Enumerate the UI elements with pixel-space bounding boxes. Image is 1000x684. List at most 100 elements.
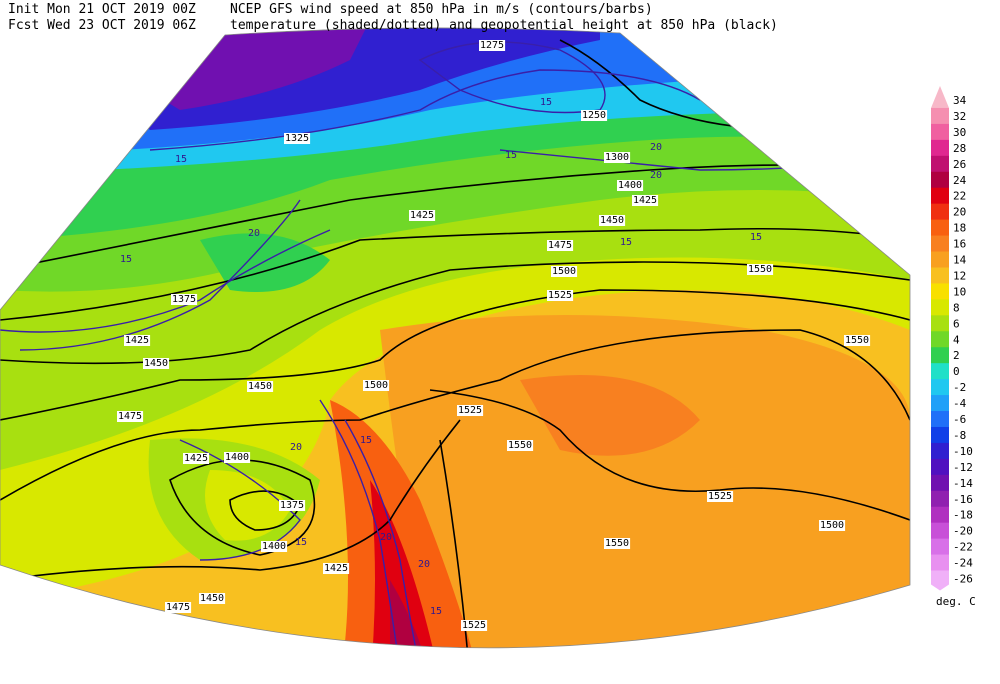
height-label: 1550 [605,538,629,549]
colorbar-label: -18 [953,509,973,522]
colorbar-label: 32 [953,110,966,123]
colorbar-swatch [931,139,949,157]
label-bg [457,405,484,416]
colorbar-label: 8 [953,301,960,314]
label-bg [479,40,506,51]
wind-label: 20 [650,142,662,153]
colorbar-label: 16 [953,238,966,251]
colorbar-label: -10 [953,445,973,458]
height-label: 1525 [548,290,572,301]
colorbar-swatch [931,554,949,572]
colorbar-label: 28 [953,142,966,155]
height-label: 1475 [166,602,190,613]
label-bg [461,620,488,631]
colorbar-swatch [931,506,949,524]
wind-label: 15 [750,232,762,243]
height-label: 1450 [600,215,624,226]
colorbar-label: 34 [953,94,967,107]
colorbar-swatch [931,379,949,396]
height-label: 1550 [508,440,532,451]
colorbar-arrow [931,570,949,591]
height-label: 1500 [364,380,388,391]
colorbar-swatch [931,187,949,205]
height-label: 1500 [820,520,844,531]
height-label: 1300 [605,152,629,163]
colorbar-swatch [931,315,949,332]
height-label: 1250 [582,110,606,121]
label-bg [143,358,170,369]
colorbar-swatch [931,331,949,348]
height-label: 1400 [262,541,286,552]
wind-label: 15 [360,435,372,446]
colorbar-swatch [931,283,949,300]
height-label: 1425 [410,210,434,221]
height-label: 1500 [552,266,576,277]
wind-label: 20 [290,442,302,453]
colorbar-swatch [931,395,949,412]
height-label: 1550 [845,335,869,346]
height-label: 1400 [225,452,249,463]
title-line-2: temperature (shaded/dotted) and geopoten… [230,18,778,33]
title-line-1: NCEP GFS wind speed at 850 hPa in m/s (c… [230,2,653,17]
height-label: 1425 [184,453,208,464]
height-label: 1425 [125,335,149,346]
label-bg [124,335,151,346]
wind-label: 15 [540,97,552,108]
wind-label: 15 [175,154,187,165]
label-bg [551,266,578,277]
colorbar-label: 20 [953,206,966,219]
colorbar-swatch [931,299,949,316]
height-label: 1475 [118,411,142,422]
label-bg [261,541,288,552]
label-bg [117,411,144,422]
height-label: 1525 [462,620,486,631]
height-label: 1425 [324,563,348,574]
colorbar-label: -6 [953,413,966,426]
height-label: 1450 [200,593,224,604]
label-bg [199,593,226,604]
wind-label: 15 [120,254,132,265]
label-bg [747,264,774,275]
height-label: 1450 [144,358,168,369]
colorbar-swatch [931,363,949,380]
colorbar-swatch [931,107,949,125]
wind-label: 15 [295,537,307,548]
label-bg [707,491,734,502]
colorbar-label: 14 [953,254,967,267]
colorbar-swatch [931,458,949,476]
colorbar-label: -24 [953,557,973,570]
colorbar-label: 12 [953,269,966,282]
label-bg [284,133,311,144]
colorbar-label: 18 [953,222,966,235]
colorbar-swatch [931,267,949,284]
height-label: 1325 [285,133,309,144]
wind-label: 15 [620,237,632,248]
height-label: 1525 [458,405,482,416]
label-bg [547,240,574,251]
label-bg [604,152,631,163]
colorbar-swatch [931,347,949,364]
colorbar-swatch [931,155,949,173]
colorbar-label: -16 [953,493,973,506]
colorbar-label: 2 [953,349,960,362]
wind-label: 20 [418,559,430,570]
colorbar-label: -22 [953,541,973,554]
colorbar-label: -12 [953,461,973,474]
colorbar-label: 22 [953,190,966,203]
contour-labels: 1275 1250 1300 1400 1425 1450 1475 1500 1525 1550… [117,40,871,631]
label-bg [507,440,534,451]
height-label: 1400 [618,180,642,191]
label-bg [363,380,390,391]
height-label: 1275 [480,40,504,51]
colorbar-arrow [931,86,949,108]
colorbar-swatch [931,251,949,268]
label-bg [279,500,306,511]
colorbar-label: -8 [953,429,966,442]
colorbar-label: -26 [953,573,973,586]
colorbar-swatch [931,411,949,428]
label-bg [632,195,659,206]
label-bg [599,215,626,226]
wind-label: 15 [505,150,517,161]
map-frame [0,27,911,649]
